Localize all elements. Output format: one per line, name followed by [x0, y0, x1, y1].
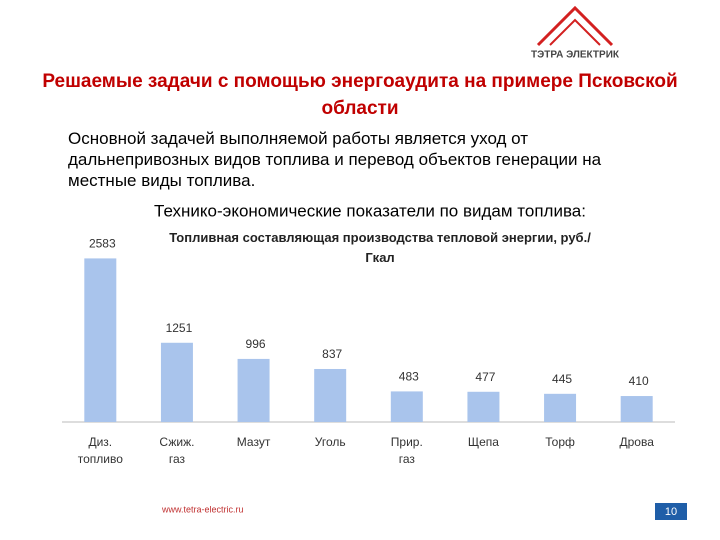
value-label: 2583	[89, 237, 116, 251]
x-tick-label: Щепа	[467, 435, 499, 449]
x-tick-label-box: Уголь	[314, 435, 346, 449]
bar	[237, 358, 270, 422]
body-box: Основной задачей выполняемой работы явля…	[68, 129, 602, 190]
x-tick-label-box: Дрова	[619, 435, 654, 449]
body-text: Основной задачей выполняемой работы явля…	[68, 129, 602, 190]
value-label: 445	[552, 372, 572, 386]
footer-url: www.tetra-electric.ru	[161, 504, 244, 514]
x-tick-label-box: Торф	[545, 435, 575, 449]
title-box: Решаемые задачи с помощью энергоаудита н…	[42, 71, 678, 119]
bar	[160, 342, 193, 422]
bar	[620, 396, 653, 422]
x-tick-label: Мазут	[236, 435, 271, 449]
logo-icon	[536, 5, 614, 47]
x-tick-label-box: Сжиж. газ	[159, 435, 195, 466]
bar	[544, 393, 577, 422]
value-label: 1251	[166, 321, 193, 335]
bar	[314, 368, 347, 422]
value-label: 477	[475, 370, 495, 384]
chart-title: Топливная составляющая производства тепл…	[169, 230, 591, 265]
x-tick-label-box: Диз. топливо	[77, 435, 123, 466]
slide-title: Решаемые задачи с помощью энергоаудита н…	[42, 71, 678, 119]
bar	[467, 391, 500, 422]
value-label: 996	[246, 337, 266, 351]
value-label: 483	[399, 370, 419, 384]
x-tick-label-box: Щепа	[467, 435, 499, 449]
chart-title-box: Топливная составляющая производства тепл…	[169, 230, 591, 265]
bar	[84, 258, 117, 422]
logo-text: ТЭТРА ЭЛЕКТРИК	[531, 50, 620, 61]
page-number-box	[655, 503, 687, 520]
bar	[390, 391, 423, 422]
page-number: 10	[665, 506, 677, 518]
x-tick-label: Диз. топливо	[77, 435, 123, 466]
x-tick-label: Сжиж. газ	[159, 435, 195, 466]
x-tick-label: Торф	[545, 435, 575, 449]
x-tick-label: Уголь	[314, 435, 346, 449]
x-tick-label-box: Прир. газ	[390, 435, 423, 466]
x-tick-label: Прир. газ	[390, 435, 423, 466]
x-tick-label-box: Мазут	[236, 435, 271, 449]
value-label: 837	[322, 347, 342, 361]
x-tick-label: Дрова	[619, 435, 654, 449]
subtitle: Технико-экономические показатели по вида…	[154, 201, 586, 220]
value-label: 410	[629, 374, 649, 388]
